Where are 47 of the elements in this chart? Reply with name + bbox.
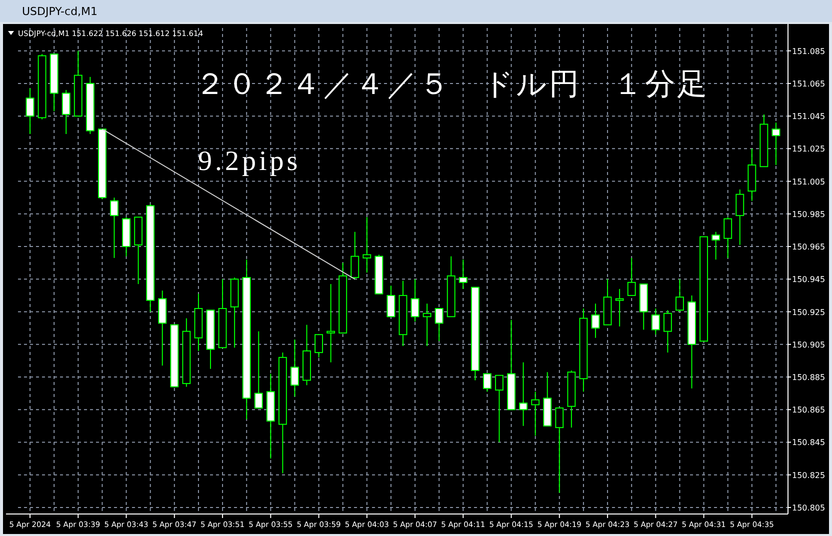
- candlestick: [458, 259, 468, 290]
- candlestick: [519, 362, 528, 426]
- candlestick: [254, 330, 263, 408]
- text: ２０２４／４／５ ドル円 １分足: [195, 68, 709, 101]
- candlestick: [712, 231, 720, 260]
- candlestick: [531, 391, 540, 436]
- candlestick: [62, 89, 70, 135]
- candlestick: [482, 373, 492, 392]
- y-tick-label: 150.865: [792, 406, 826, 415]
- candlestick: [615, 288, 624, 327]
- candlestick: [410, 278, 420, 322]
- candlestick: [736, 188, 744, 246]
- candlestick: [386, 285, 396, 318]
- y-tick-label: 151.025: [792, 144, 826, 154]
- candlestick: [314, 334, 324, 358]
- y-tick-label: 151.005: [792, 177, 826, 186]
- candlestick: [651, 308, 660, 336]
- candlestick: [724, 216, 732, 258]
- y-tick-label: 151.065: [792, 79, 826, 88]
- candlestick: [663, 310, 672, 354]
- candlestick: [434, 308, 444, 342]
- y-tick-label: 150.965: [792, 242, 826, 252]
- y-tick-label: 150.805: [792, 503, 826, 512]
- y-tick-label: 150.985: [792, 210, 826, 219]
- y-tick-label: 150.845: [792, 438, 826, 448]
- y-tick-label: 150.925: [792, 308, 826, 317]
- candlestick: [675, 278, 684, 312]
- annotation: 9.2pips: [198, 146, 301, 177]
- candlestick: [555, 407, 564, 494]
- y-tick-label: 150.885: [792, 373, 826, 382]
- y-tick-label: 150.825: [792, 470, 826, 480]
- candlestick: [627, 257, 636, 296]
- candlestick: [26, 88, 34, 135]
- candlestick: [422, 303, 432, 347]
- candlestick: [290, 338, 299, 398]
- candlestick: [350, 231, 360, 280]
- candlestick: [110, 197, 118, 258]
- y-tick-label: 150.905: [792, 340, 826, 350]
- text: USDJPY-cd,M1: [22, 5, 98, 18]
- candlestick: [362, 216, 372, 274]
- y-tick-label: 150.945: [792, 275, 826, 284]
- candlestick: [495, 374, 504, 443]
- candlestick: [772, 122, 780, 166]
- candlestick: [326, 284, 336, 363]
- y-tick-label: 151.045: [792, 112, 826, 122]
- y-tick-label: 151.085: [792, 46, 826, 56]
- candlestick: [591, 303, 600, 338]
